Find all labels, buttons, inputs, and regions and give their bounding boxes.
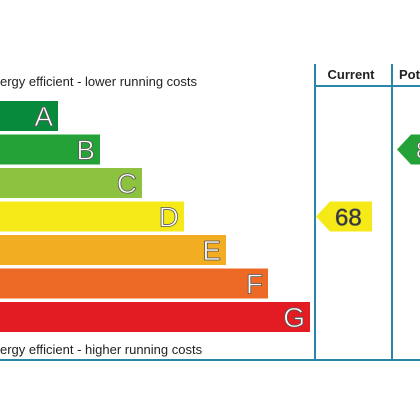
band-e-label: E	[202, 235, 221, 266]
band-g-label: G	[283, 302, 305, 333]
band-a-label: A	[34, 101, 53, 132]
rating-markers: 68 8	[316, 134, 420, 232]
band-a-bar	[0, 101, 58, 131]
band-d-bar	[0, 201, 184, 232]
band-c-bar	[0, 168, 142, 198]
band-b-label: B	[76, 135, 95, 166]
current-column-header: Current	[328, 67, 376, 82]
band-g-bar	[0, 302, 310, 332]
band-b-bar	[0, 134, 100, 165]
chart-frame	[0, 64, 420, 361]
band-f-label: F	[246, 269, 263, 300]
potential-rating-arrow	[397, 134, 420, 165]
potential-rating-value: 8	[416, 138, 420, 165]
band-f-bar	[0, 268, 268, 299]
current-rating-arrow	[316, 201, 372, 232]
top-caption: ergy efficient - lower running costs	[0, 74, 198, 89]
potential-column-header: Pot	[399, 67, 420, 82]
bottom-caption: ergy efficient - higher running costs	[0, 342, 203, 357]
band-e-bar	[0, 235, 226, 265]
band-d-label: D	[159, 202, 179, 233]
current-rating-value: 68	[335, 205, 362, 232]
band-c-label: C	[117, 168, 137, 199]
